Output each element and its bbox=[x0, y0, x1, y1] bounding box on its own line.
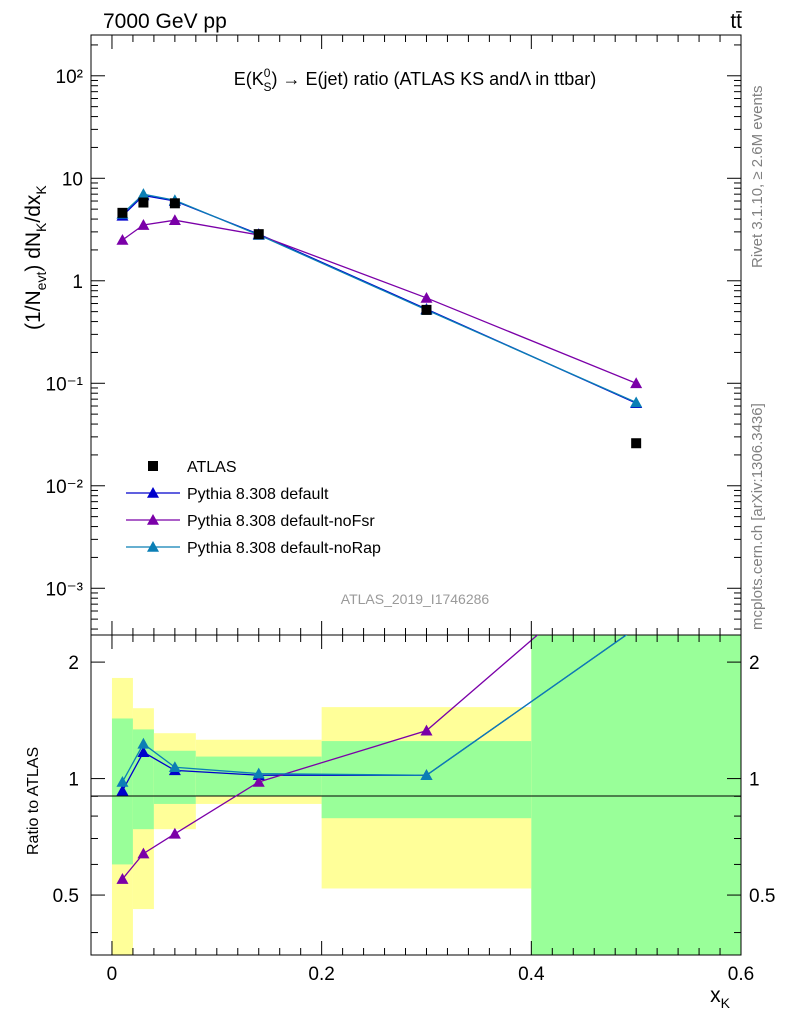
ratio-marker bbox=[116, 775, 129, 787]
legend: ATLAS Pythia 8.308 default Pythia 8.308 de… bbox=[126, 459, 381, 557]
series-line bbox=[121, 194, 637, 404]
y-axis-label-main: (1/Nevt) dNK/dxK bbox=[22, 185, 49, 330]
main-panel: 10⁻³ 10⁻² 10⁻¹ 1 10 10² E(K0 S) → E(jet) ratio… bbox=[46, 34, 742, 636]
y-tick-label-main: 10⁻³ bbox=[46, 579, 84, 600]
y-tick-label-ratio-right: 1 bbox=[749, 770, 760, 791]
ratio-marker bbox=[137, 746, 150, 757]
legend-marker bbox=[147, 487, 159, 498]
y-tick-label-main: 10² bbox=[56, 67, 83, 88]
y-tick-label-ratio: 2 bbox=[68, 653, 79, 674]
chart-title: E(K0 S) → E(jet) ratio (ATLAS KS andΛ in … bbox=[234, 66, 597, 94]
ratio-marker bbox=[116, 873, 129, 884]
legend-marker bbox=[147, 514, 159, 525]
series-line bbox=[122, 193, 637, 404]
x-axis-label: xK bbox=[710, 984, 731, 1011]
y-tick-label-main: 1 bbox=[72, 272, 83, 293]
series-marker bbox=[630, 396, 643, 408]
y-tick-label-ratio: 1 bbox=[68, 770, 79, 791]
ratio-panel: 0.5 0.5 1 1 2 2 0 0.2 0.4 0.6 bbox=[53, 634, 775, 985]
legend-label: Pythia 8.308 default bbox=[187, 486, 329, 503]
process-label: tt̄ bbox=[730, 10, 742, 33]
y-tick-label-main: 10⁻² bbox=[46, 477, 84, 498]
legend-label: Pythia 8.308 default-noFsr bbox=[187, 513, 375, 530]
ratio-marker bbox=[252, 767, 265, 779]
legend-label: Pythia 8.308 default-noRap bbox=[187, 540, 381, 557]
x-tick-label: 0.4 bbox=[518, 964, 545, 985]
mcplots-label: mcplots.cern.ch [arXiv:1306.3436] bbox=[749, 403, 766, 630]
ratio-marker bbox=[420, 769, 433, 781]
x-tick-label: 0 bbox=[107, 964, 118, 985]
series-marker bbox=[168, 214, 181, 225]
y-tick-label-main: 10 bbox=[62, 169, 83, 190]
ratio-marker bbox=[137, 737, 150, 749]
y-tick-label-ratio: 0.5 bbox=[53, 886, 79, 907]
series-marker bbox=[630, 377, 643, 389]
data-point bbox=[253, 229, 264, 240]
y-axis-label-ratio: Ratio to ATLAS bbox=[25, 747, 42, 855]
series-marker bbox=[137, 219, 150, 230]
ratio-marker bbox=[252, 775, 265, 787]
analysis-label: ATLAS_2019_I1746286 bbox=[341, 591, 490, 607]
stat-uncertainty-band bbox=[531, 635, 741, 955]
series-marker bbox=[116, 233, 129, 245]
series-marker bbox=[137, 188, 150, 199]
data-point bbox=[631, 438, 642, 449]
rivet-label: Rivet 3.1.10, ≥ 2.6M events bbox=[749, 86, 766, 269]
ratio-marker bbox=[168, 761, 181, 773]
energy-label: 7000 GeV pp bbox=[103, 10, 227, 33]
ratio-marker bbox=[116, 784, 129, 796]
legend-marker-data bbox=[148, 461, 158, 471]
ratio-marker bbox=[137, 847, 150, 859]
data-point bbox=[421, 304, 432, 315]
series-marker bbox=[420, 291, 433, 303]
data-point bbox=[138, 197, 149, 208]
ratio-marker bbox=[168, 827, 181, 839]
series-line bbox=[122, 219, 637, 384]
data-point bbox=[169, 198, 180, 209]
legend-marker bbox=[147, 541, 159, 552]
stat-uncertainty-band bbox=[153, 750, 196, 804]
legend-label-data: ATLAS bbox=[187, 459, 237, 476]
ratio-marker bbox=[420, 724, 433, 736]
data-point bbox=[117, 207, 128, 218]
y-tick-label-ratio-right: 2 bbox=[749, 653, 760, 674]
y-tick-label-main: 10⁻¹ bbox=[46, 374, 84, 395]
x-tick-label: 0.6 bbox=[728, 964, 754, 985]
y-tick-label-ratio-right: 0.5 bbox=[749, 886, 775, 907]
ratio-line bbox=[121, 635, 628, 783]
x-tick-label: 0.2 bbox=[308, 964, 334, 985]
